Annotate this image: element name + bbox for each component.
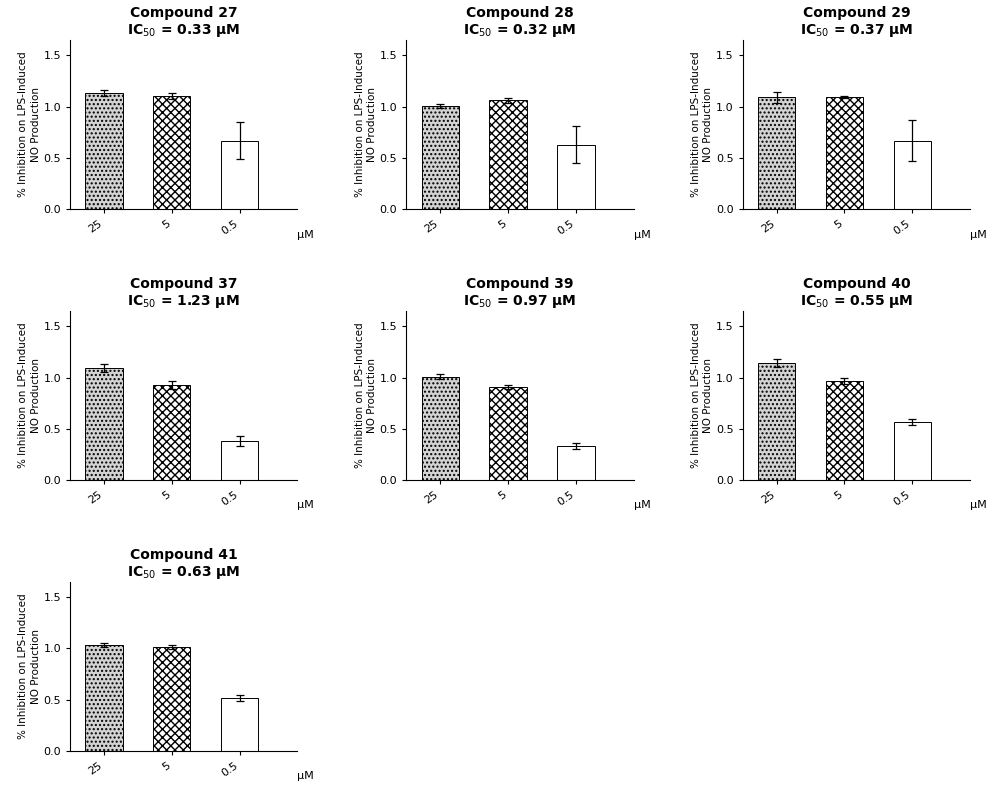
Text: μM: μM: [297, 229, 314, 240]
Text: μM: μM: [297, 771, 314, 781]
Bar: [85, 93, 123, 209]
Title: Compound 39
IC$_{50}$ = 0.97 μM: Compound 39 IC$_{50}$ = 0.97 μM: [463, 277, 577, 310]
Text: μM: μM: [297, 500, 314, 511]
Text: μM: μM: [634, 500, 650, 511]
Bar: [221, 441, 258, 480]
Bar: [894, 422, 931, 480]
Bar: [826, 97, 863, 209]
Y-axis label: % Inhibition on LPS-Induced
NO Production: % Inhibition on LPS-Induced NO Productio…: [691, 52, 713, 197]
Bar: [422, 376, 459, 480]
Bar: [489, 101, 527, 209]
Bar: [153, 385, 190, 480]
Title: Compound 37
IC$_{50}$ = 1.23 μM: Compound 37 IC$_{50}$ = 1.23 μM: [127, 277, 240, 310]
Y-axis label: % Inhibition on LPS-Induced
NO Production: % Inhibition on LPS-Induced NO Productio…: [18, 52, 41, 197]
Y-axis label: % Inhibition on LPS-Induced
NO Production: % Inhibition on LPS-Induced NO Productio…: [18, 594, 41, 739]
Bar: [758, 97, 795, 209]
Y-axis label: % Inhibition on LPS-Induced
NO Production: % Inhibition on LPS-Induced NO Productio…: [18, 323, 41, 468]
Bar: [557, 145, 595, 209]
Bar: [826, 380, 863, 480]
Text: μM: μM: [970, 500, 987, 511]
Title: Compound 27
IC$_{50}$ = 0.33 μM: Compound 27 IC$_{50}$ = 0.33 μM: [127, 6, 240, 39]
Bar: [153, 97, 190, 209]
Y-axis label: % Inhibition on LPS-Induced
NO Production: % Inhibition on LPS-Induced NO Productio…: [355, 323, 377, 468]
Bar: [422, 105, 459, 209]
Y-axis label: % Inhibition on LPS-Induced
NO Production: % Inhibition on LPS-Induced NO Productio…: [691, 323, 713, 468]
Bar: [85, 646, 123, 751]
Bar: [894, 141, 931, 209]
Bar: [153, 647, 190, 751]
Bar: [85, 368, 123, 480]
Title: Compound 29
IC$_{50}$ = 0.37 μM: Compound 29 IC$_{50}$ = 0.37 μM: [800, 6, 913, 39]
Bar: [557, 447, 595, 480]
Bar: [221, 141, 258, 209]
Bar: [489, 387, 527, 480]
Y-axis label: % Inhibition on LPS-Induced
NO Production: % Inhibition on LPS-Induced NO Productio…: [355, 52, 377, 197]
Title: Compound 28
IC$_{50}$ = 0.32 μM: Compound 28 IC$_{50}$ = 0.32 μM: [463, 6, 577, 39]
Title: Compound 40
IC$_{50}$ = 0.55 μM: Compound 40 IC$_{50}$ = 0.55 μM: [800, 277, 913, 310]
Text: μM: μM: [970, 229, 987, 240]
Title: Compound 41
IC$_{50}$ = 0.63 μM: Compound 41 IC$_{50}$ = 0.63 μM: [127, 548, 240, 581]
Bar: [758, 364, 795, 480]
Bar: [221, 698, 258, 751]
Text: μM: μM: [634, 229, 650, 240]
